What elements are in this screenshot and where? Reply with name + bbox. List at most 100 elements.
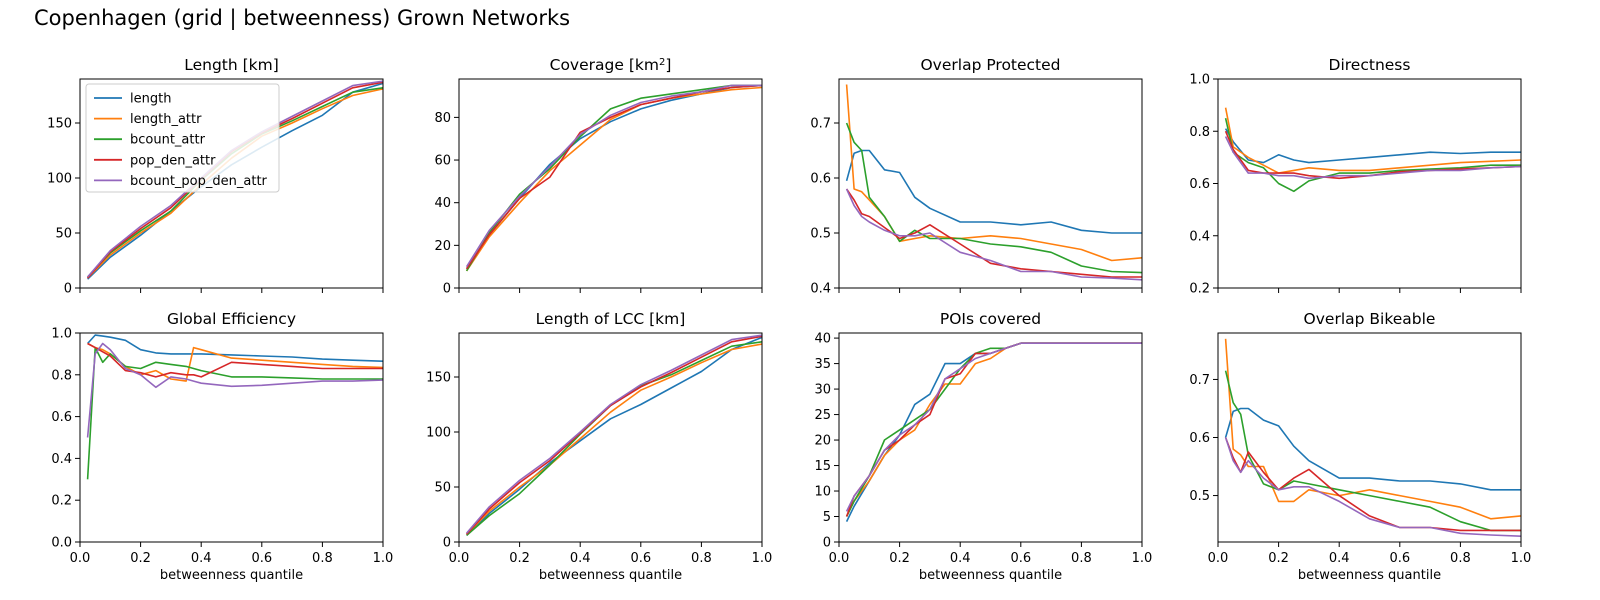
panel-6-length-of-lcc-km-xtick-label: 0.6	[630, 551, 651, 566]
panel-7-pois-covered-ytick-label: 25	[814, 408, 831, 423]
panel-7-pois-covered-xtick-label: 0.2	[889, 551, 910, 566]
panel-6-length-of-lcc-km-title: Length of LCC [km]	[536, 310, 686, 328]
panel-5-global-efficiency-frame	[79, 332, 384, 543]
panel-2-coverage-km-series-bcount-pop-den-attr	[465, 84, 762, 268]
panel-7-pois-covered-series-bcount-pop-den-attr	[845, 342, 1142, 512]
panel-8-overlap-bikeable-series-length	[1224, 407, 1521, 491]
panel-5-global-efficiency-series-bcount-pop-den-attr	[86, 342, 383, 438]
panel-4-directness-series-length-attr	[1224, 107, 1521, 174]
panel-6-length-of-lcc-km-xtick-label: 0.2	[509, 551, 530, 566]
panel-4-directness-ytick-label: 0.2	[1189, 282, 1210, 297]
panel-3-overlap-protected-ytick-label: 0.5	[810, 227, 831, 242]
panel-8-overlap-bikeable-xtick-label: 0.0	[1208, 551, 1229, 566]
panel-2-coverage-km-ytick-label: 60	[434, 154, 451, 169]
panel-2-coverage-km-ytick-label: 20	[434, 239, 451, 254]
panel-7-pois-covered-title: POIs covered	[940, 310, 1041, 328]
panel-3-overlap-protected-series-bcount-pop-den-attr	[845, 188, 1142, 281]
panel-7-pois-covered-series-pop-den-attr	[845, 342, 1142, 517]
panel-4-directness: Directness 0.2 0.4 0.6 0.8 1.0	[1189, 56, 1522, 297]
legend-label-length-attr: length_attr	[130, 112, 202, 127]
panel-6-length-of-lcc-km-series-length	[466, 336, 762, 536]
panel-1-length-km-ytick-label: 100	[47, 172, 72, 187]
panel-6-length-of-lcc-km-series-pop-den-attr	[466, 335, 762, 535]
panel-3-overlap-protected-title: Overlap Protected	[920, 56, 1060, 74]
panel-3-overlap-protected-ytick-label: 0.6	[810, 172, 831, 187]
legend-label-bcount-pop-den-attr: bcount_pop_den_attr	[130, 174, 268, 189]
panel-8-overlap-bikeable-series-pop-den-attr	[1224, 437, 1521, 532]
panel-2-coverage-km-ytick-label: 40	[434, 196, 451, 211]
panel-4-directness-ytick-label: 1.0	[1189, 73, 1210, 88]
panel-4-directness-ytick-label: 0.8	[1189, 125, 1210, 140]
panel-3-overlap-protected-series-pop-den-attr	[845, 188, 1142, 278]
panel-7-pois-covered-ytick-label: 20	[814, 434, 831, 449]
panel-6-length-of-lcc-km-ytick-label: 150	[426, 371, 451, 386]
panel-7-pois-covered-xtick-label: 1.0	[1132, 551, 1153, 566]
panel-7-pois-covered-ytick-label: 10	[814, 485, 831, 500]
panel-2-coverage-km-frame	[458, 78, 763, 289]
panel-8-overlap-bikeable-xtick-label: 0.6	[1389, 551, 1410, 566]
panel-6-length-of-lcc-km-frame	[458, 332, 763, 543]
panel-5-global-efficiency-series-length-attr	[87, 342, 383, 382]
panel-6-length-of-lcc-km-xtick-label: 0.4	[570, 551, 591, 566]
panel-6-length-of-lcc-km-xtick-label: 0.0	[449, 551, 470, 566]
panel-3-overlap-protected-ytick-label: 0.4	[810, 282, 831, 297]
panel-7-pois-covered-xtick-label: 0.4	[950, 551, 971, 566]
panel-6-length-of-lcc-km-series-length-attr	[466, 343, 762, 535]
panel-8-overlap-bikeable-ytick-label: 0.6	[1189, 431, 1210, 446]
panel-5-global-efficiency-ytick-label: 1.0	[51, 327, 72, 342]
panel-3-overlap-protected-ytick-label: 0.7	[810, 117, 831, 132]
panel-6-length-of-lcc-km-ytick-label: 100	[426, 426, 451, 441]
panel-7-pois-covered-xlabel: betweenness quantile	[919, 568, 1062, 583]
panel-1-length-km-ytick-label: 0	[64, 282, 72, 297]
panel-8-overlap-bikeable-series-bcount-pop-den-attr	[1224, 437, 1521, 537]
legend-label-pop-den-attr: pop_den_attr	[130, 153, 216, 168]
panel-8-overlap-bikeable-series-length-attr	[1224, 338, 1521, 520]
legend: length length_attr bcount_attr pop_den_attr…	[85, 83, 280, 193]
panel-4-directness-series-length	[1224, 128, 1521, 164]
panel-7-pois-covered-ytick-label: 5	[823, 510, 831, 525]
panel-7-pois-covered-series-length-attr	[845, 342, 1142, 517]
figure-title: Copenhagen (grid | betweenness) Grown Ne…	[34, 6, 571, 30]
panel-1-length-km-ytick-label: 150	[47, 117, 72, 132]
panel-8-overlap-bikeable-ytick-label: 0.5	[1189, 489, 1210, 504]
panel-7-pois-covered-xtick-label: 0.8	[1071, 551, 1092, 566]
panel-5-global-efficiency: Global Efficiency 0.0 0.2 0.4 0.6 0.8 1.0 0.0 0.…	[51, 310, 393, 583]
panel-7-pois-covered-ytick-label: 40	[814, 332, 831, 347]
panel-8-overlap-bikeable-title: Overlap Bikeable	[1304, 310, 1436, 328]
panel-5-global-efficiency-ytick-label: 0.2	[51, 494, 72, 509]
panel-5-global-efficiency-title: Global Efficiency	[167, 310, 296, 328]
panel-6-length-of-lcc-km-series-bcount-attr	[466, 341, 762, 537]
panel-7-pois-covered-ytick-label: 35	[814, 357, 831, 372]
panel-1-length-km-ytick-label: 50	[55, 227, 72, 242]
panel-5-global-efficiency-series-length	[87, 334, 383, 362]
panel-8-overlap-bikeable-frame	[1217, 332, 1522, 543]
panel-6-length-of-lcc-km: Length of LCC [km] 0 50 100 150 0.0 0.2 0.4 0.6 0…	[426, 310, 772, 583]
panel-5-global-efficiency-ytick-label: 0.8	[51, 368, 72, 383]
panel-6-length-of-lcc-km-ytick-label: 50	[434, 481, 451, 496]
panel-8-overlap-bikeable-xtick-label: 0.4	[1329, 551, 1350, 566]
panel-5-global-efficiency-xtick-label: 0.2	[130, 551, 151, 566]
panel-5-global-efficiency-xtick-label: 0.4	[191, 551, 212, 566]
panel-8-overlap-bikeable-xtick-label: 0.8	[1450, 551, 1471, 566]
panel-5-global-efficiency-series-bcount-attr	[86, 346, 383, 480]
panel-5-global-efficiency-xtick-label: 0.0	[70, 551, 91, 566]
panel-7-pois-covered-series-bcount-attr	[845, 342, 1142, 517]
panel-5-global-efficiency-series-pop-den-attr	[87, 342, 383, 378]
panel-6-length-of-lcc-km-series-bcount-pop-den-attr	[465, 334, 762, 534]
panel-2-coverage-km: Coverage [km2] 0 20 40 60 80	[434, 56, 763, 297]
legend-label-bcount-attr: bcount_attr	[130, 133, 206, 148]
panel-6-length-of-lcc-km-ytick-label: 0	[443, 536, 451, 551]
panel-4-directness-ytick-label: 0.4	[1189, 229, 1210, 244]
panel-7-pois-covered-xtick-label: 0.0	[829, 551, 850, 566]
panel-2-coverage-km-series-length-attr	[465, 86, 762, 272]
panel-4-directness-ytick-label: 0.6	[1189, 177, 1210, 192]
panel-1-length-km-frame	[79, 78, 384, 289]
panel-3-overlap-protected: Overlap Protected 0.4 0.5 0.6 0.7	[810, 56, 1143, 297]
panel-7-pois-covered-frame	[838, 332, 1143, 543]
panel-8-overlap-bikeable: Overlap Bikeable 0.5 0.6 0.7 0.0 0.2 0.4 0.6 0.8…	[1189, 310, 1531, 583]
panel-5-global-efficiency-xlabel: betweenness quantile	[160, 568, 303, 583]
panel-4-directness-frame	[1217, 78, 1522, 289]
panel-5-global-efficiency-xtick-label: 0.6	[251, 551, 272, 566]
panel-3-overlap-protected-series-bcount-attr	[845, 122, 1142, 274]
